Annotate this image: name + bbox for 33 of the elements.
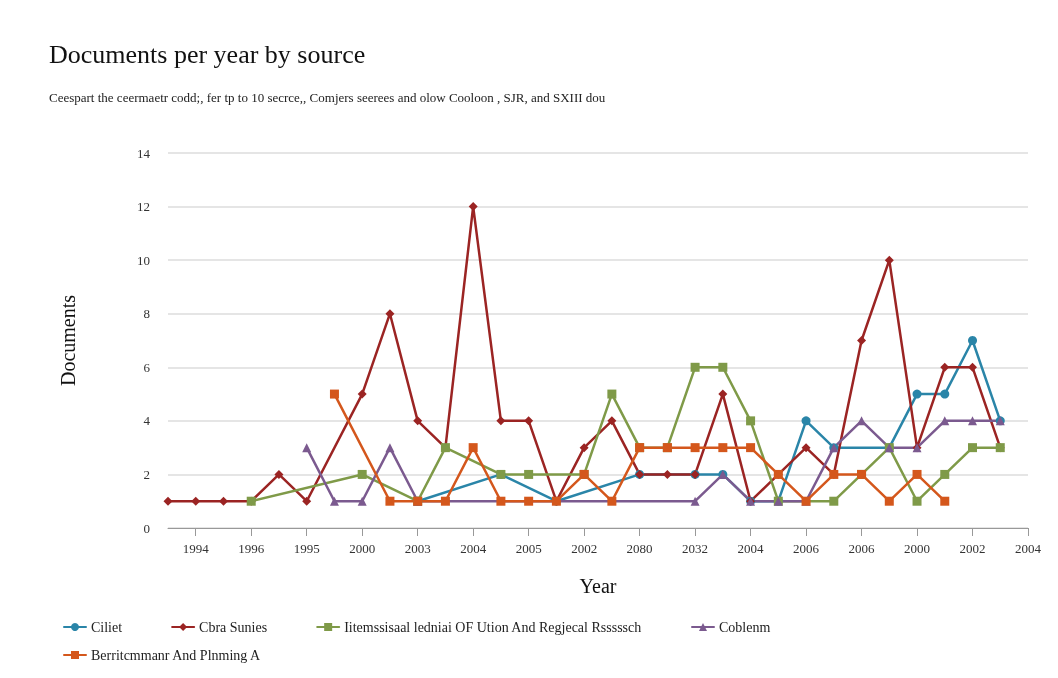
- y-tick-label: 6: [143, 359, 151, 375]
- y-axis-title: Documents: [57, 294, 79, 387]
- legend-label: Berritcmmanr And Plnming A: [91, 647, 295, 663]
- chart-subtitle: Ceespart the ceermaetr codd;, fer tp to 10 secrce,, Comjers seerees and olow Cooloon , SJR, and SXIII dou: [49, 90, 606, 105]
- x-tick-label: 2006: [848, 541, 876, 556]
- x-tick-label: 2000: [349, 541, 376, 556]
- x-tick-label: 2004: [737, 541, 765, 556]
- x-tick-label: 2003: [404, 541, 431, 556]
- y-tick-label: 12: [137, 199, 150, 215]
- x-tick-label: 2000: [904, 541, 931, 556]
- x-tick-label: 2004: [1015, 541, 1042, 556]
- y-tick-label: 4: [143, 413, 151, 429]
- legend-label: Iitemssisaal ledniai OF Ution And Regjecal Rsssssch: [344, 619, 677, 635]
- y-tick-label: 0: [143, 520, 150, 536]
- legend-label: Cbra Sunies: [199, 619, 303, 635]
- y-tick-label: 8: [143, 306, 150, 322]
- legend-label: Coblenm: [719, 619, 806, 635]
- y-tick-label: 10: [137, 252, 150, 268]
- x-tick-label: 1995: [293, 541, 320, 556]
- x-tick-label: 2002: [571, 541, 598, 556]
- x-tick-label: 2005: [515, 541, 542, 556]
- y-tick-label: 14: [137, 145, 151, 161]
- legend-label: Ciliet: [91, 619, 158, 635]
- x-tick-label: 2002: [959, 541, 986, 556]
- x-tick-label: 2004: [460, 541, 487, 556]
- chart-title: Documents per year by source: [49, 39, 366, 69]
- y-tick-label: 2: [143, 466, 150, 482]
- x-tick-label: 1994: [182, 541, 210, 556]
- x-tick-label: 2006: [793, 541, 820, 556]
- x-axis-title: Year: [579, 575, 617, 597]
- x-tick-label: 1996: [238, 541, 265, 556]
- x-tick-label: 2080: [626, 541, 653, 556]
- x-tick-label: 2032: [682, 541, 709, 556]
